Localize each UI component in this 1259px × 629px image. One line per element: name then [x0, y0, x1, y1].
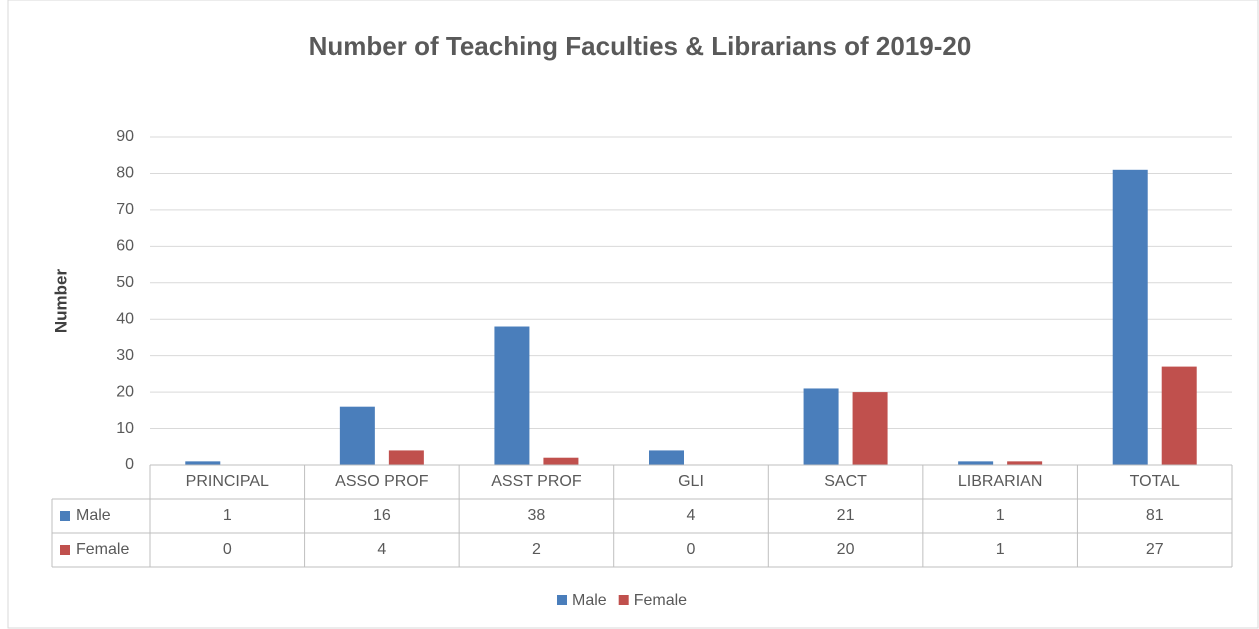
legend-key — [557, 595, 567, 605]
bar — [852, 392, 888, 465]
y-tick-label: 10 — [116, 420, 134, 437]
bar — [388, 450, 424, 465]
x-tick-label: LIBRARIAN — [958, 473, 1042, 490]
y-tick-label: 90 — [116, 128, 134, 145]
table-value: 38 — [528, 507, 546, 524]
x-tick-label: PRINCIPAL — [186, 473, 269, 490]
y-tick-label: 50 — [116, 274, 134, 291]
chart-title: Number of Teaching Faculties & Librarian… — [309, 31, 972, 61]
table-value: 2 — [532, 541, 541, 558]
table-value: 81 — [1146, 507, 1164, 524]
x-tick-label: ASSO PROF — [335, 473, 429, 490]
bar — [1007, 461, 1043, 465]
table-value: 4 — [377, 541, 386, 558]
legend-label: Male — [572, 592, 607, 609]
table-value: 1 — [996, 541, 1005, 558]
chart-border — [7, 0, 1259, 629]
table-series-name: Female — [76, 541, 129, 558]
legend-label: Female — [634, 592, 687, 609]
y-tick-label: 80 — [116, 165, 134, 182]
y-tick-label: 20 — [116, 383, 134, 400]
bar — [1112, 169, 1148, 466]
table-value: 0 — [223, 541, 232, 558]
bar — [1161, 366, 1197, 465]
table-value: 4 — [687, 507, 696, 524]
table-value: 0 — [687, 541, 696, 558]
table-value: 21 — [837, 507, 855, 524]
x-tick-label: GLI — [678, 473, 704, 490]
y-tick-label: 70 — [116, 201, 134, 218]
table-value: 1 — [223, 507, 232, 524]
table-legend-key — [60, 511, 70, 521]
bar — [494, 326, 530, 465]
x-tick-label: SACT — [824, 473, 867, 490]
bar — [803, 388, 839, 465]
table-value: 16 — [373, 507, 391, 524]
y-tick-label: 40 — [116, 310, 134, 327]
x-tick-label: TOTAL — [1130, 473, 1180, 490]
y-tick-label: 0 — [125, 456, 134, 473]
x-tick-label: ASST PROF — [491, 473, 582, 490]
legend-key — [618, 595, 629, 605]
bar — [543, 457, 579, 465]
y-tick-label: 60 — [116, 238, 134, 255]
bar — [649, 450, 684, 465]
table-legend-key — [60, 545, 70, 555]
y-tick-label: 30 — [116, 347, 134, 364]
bar — [185, 461, 221, 465]
bar — [958, 461, 994, 465]
table-value: 20 — [837, 541, 855, 558]
table-value: 27 — [1146, 541, 1164, 558]
y-axis-title: Number — [51, 269, 70, 334]
bar — [339, 406, 375, 465]
table-series-name: Male — [76, 507, 111, 524]
table-value: 1 — [996, 507, 1005, 524]
